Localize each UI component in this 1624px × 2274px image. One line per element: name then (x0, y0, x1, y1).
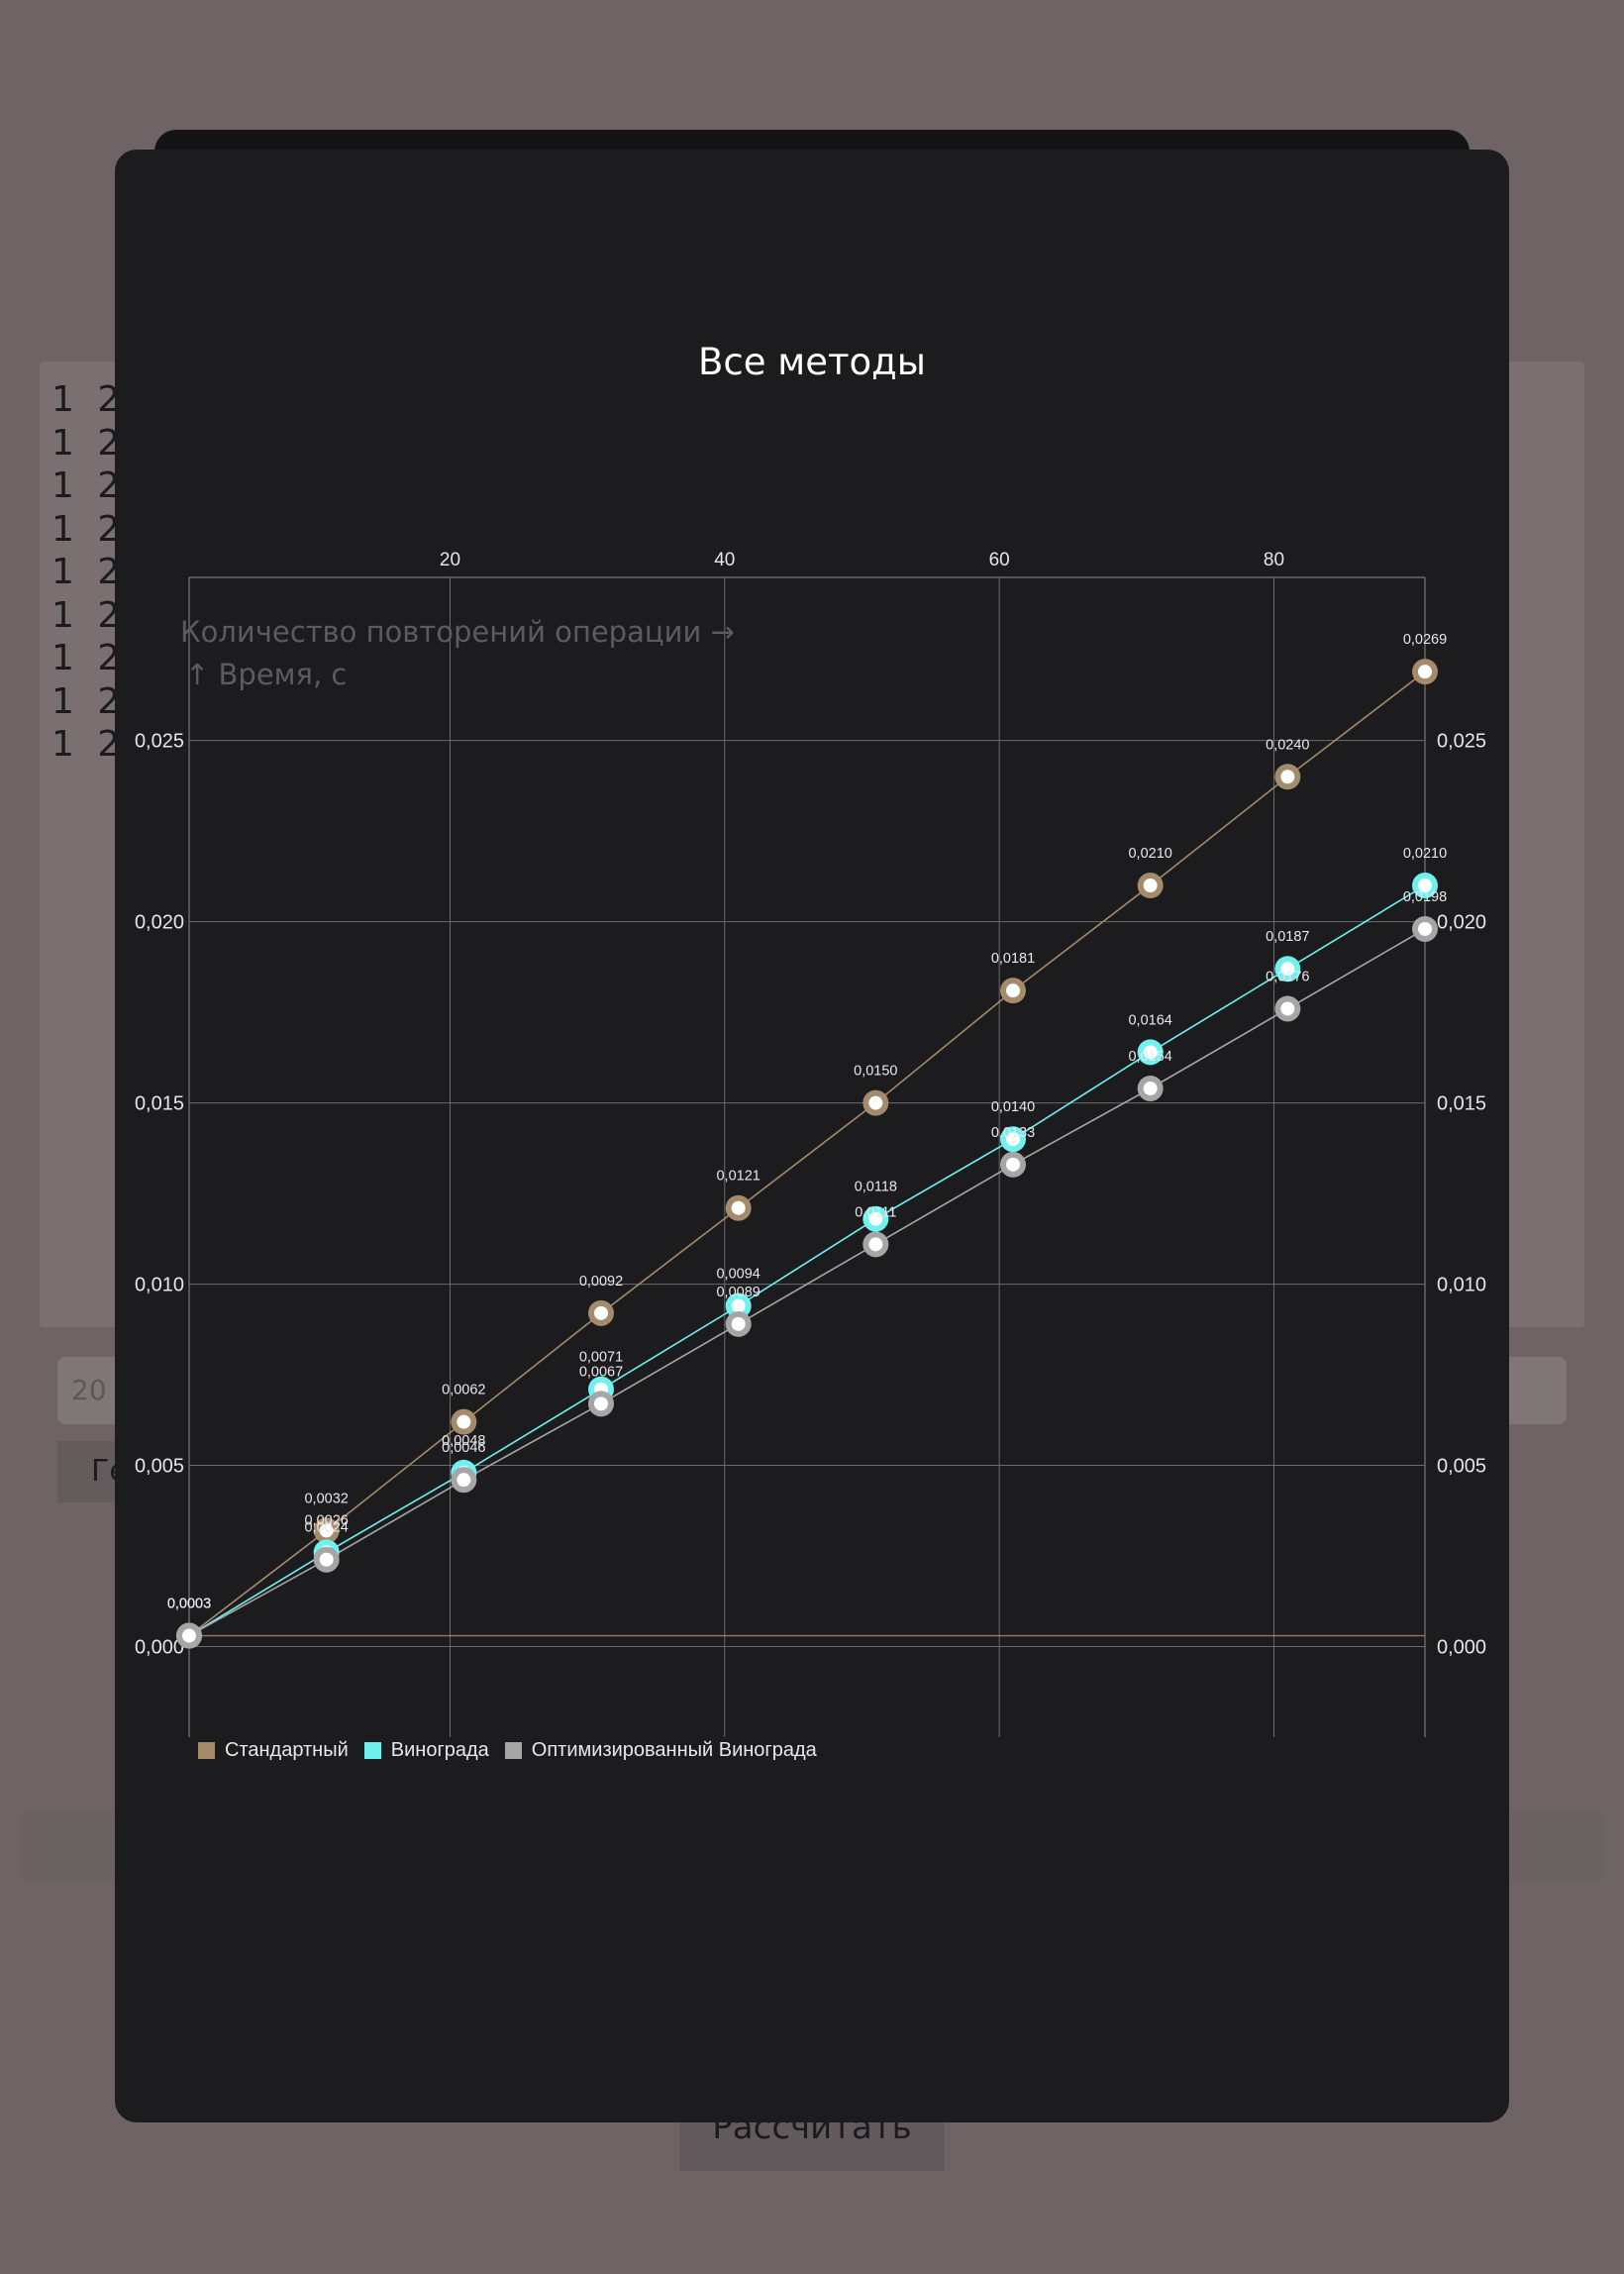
data-point-center (319, 1523, 334, 1538)
data-label: 0,0154 (1128, 1049, 1171, 1065)
legend-label: Оптимизированный Винограда (531, 1739, 817, 1761)
x-tick-label: 20 (440, 550, 460, 570)
data-label: 0,0092 (579, 1274, 623, 1290)
data-point-center (1418, 879, 1432, 893)
y-tick-label-left: 0,000 (135, 1637, 184, 1659)
data-label: 0,0150 (854, 1064, 897, 1080)
y-axis-title: ↑ Время, с (185, 658, 347, 691)
legend-item: Стандартный (198, 1739, 349, 1762)
data-label: 0,0071 (579, 1350, 623, 1366)
data-label: 0,0024 (304, 1520, 348, 1536)
data-label: 0,0118 (855, 1180, 897, 1195)
data-point-center (1418, 665, 1432, 679)
legend-swatch (198, 1742, 215, 1759)
data-point-center (868, 1211, 883, 1226)
series-line-3 (188, 928, 1426, 1637)
data-label: 0,0062 (442, 1383, 485, 1398)
data-label: 0,0089 (716, 1285, 760, 1300)
x-axis-title: Количество повторений операции → (180, 615, 735, 649)
y-tick-label-right: 0,010 (1437, 1275, 1486, 1296)
y-tick-label-left: 0,005 (135, 1456, 184, 1478)
data-point-center (731, 1200, 746, 1215)
data-label: 0,0032 (304, 1491, 348, 1506)
legend-label: Стандартный (225, 1739, 349, 1761)
modal-title: Все методы (698, 341, 926, 383)
y-tick-label-left: 0,025 (135, 731, 184, 753)
data-label: 0,0198 (1403, 889, 1447, 905)
data-label: 0,0181 (991, 951, 1035, 967)
data-point-center (731, 1298, 746, 1313)
y-tick-label-right: 0,000 (1437, 1637, 1486, 1659)
data-label: 0,0187 (1266, 929, 1309, 945)
y-tick-label-right: 0,015 (1437, 1093, 1486, 1115)
series-line-1 (188, 671, 1426, 1637)
y-tick-label-left: 0,020 (135, 912, 184, 934)
data-point-center (594, 1305, 608, 1320)
legend-item: Оптимизированный Винограда (504, 1739, 817, 1762)
data-point-center (594, 1396, 608, 1411)
data-label: 0,0210 (1403, 846, 1447, 862)
data-label: 0,0046 (442, 1440, 485, 1456)
legend-swatch (363, 1742, 381, 1759)
data-label: 0,0133 (991, 1125, 1035, 1141)
y-tick-label-left: 0,010 (135, 1275, 184, 1296)
data-label: 0,0003 (167, 1597, 211, 1612)
data-label: 0,0067 (579, 1364, 623, 1380)
data-point-center (182, 1628, 196, 1643)
data-label: 0,0240 (1266, 737, 1309, 753)
data-label: 0,0269 (1403, 632, 1447, 648)
data-label: 0,0048 (442, 1433, 485, 1449)
y-tick-label-right: 0,020 (1437, 912, 1486, 934)
data-label: 0,0003 (167, 1597, 211, 1612)
y-tick-label-right: 0,025 (1437, 731, 1486, 753)
data-label: 0,0003 (167, 1597, 211, 1612)
data-label: 0,0210 (1128, 846, 1171, 862)
x-tick-label: 80 (1264, 550, 1284, 570)
legend-swatch (504, 1742, 522, 1759)
data-point-center (1006, 1157, 1020, 1172)
x-tick-label: 40 (714, 550, 735, 570)
data-point-center (731, 1316, 746, 1331)
y-tick-label-right: 0,005 (1437, 1456, 1486, 1478)
legend-label: Винограда (390, 1739, 489, 1761)
data-label: 0,0176 (1266, 969, 1309, 984)
x-tick-label: 60 (989, 550, 1010, 570)
data-point-center (868, 1237, 883, 1252)
series-line-2 (188, 884, 1426, 1637)
data-point-center (457, 1473, 471, 1488)
data-point-center (319, 1552, 334, 1567)
data-point-center (868, 1095, 883, 1110)
data-point-center (1280, 1001, 1295, 1016)
y-tick-label-left: 0,015 (135, 1093, 184, 1115)
data-point-center (457, 1414, 471, 1429)
data-point-center (1418, 921, 1432, 936)
chart-legend: Стандартный Винограда Оптимизированный Вин… (198, 1739, 817, 1762)
data-point-center (1280, 962, 1295, 977)
data-point-center (1143, 879, 1158, 893)
legend-item: Винограда (363, 1739, 489, 1762)
data-point-center (1006, 1132, 1020, 1147)
data-label: 0,0026 (304, 1512, 348, 1528)
data-point-center (1143, 1045, 1158, 1060)
data-point-center (1280, 770, 1295, 784)
data-label: 0,0094 (716, 1267, 760, 1283)
data-label: 0,0164 (1128, 1012, 1171, 1028)
chart-modal[interactable]: Все методы (115, 150, 1509, 2122)
data-label: 0,0140 (991, 1099, 1035, 1115)
data-label: 0,0111 (855, 1204, 896, 1220)
data-label: 0,0121 (716, 1169, 760, 1185)
data-point-center (1143, 1081, 1158, 1095)
data-point-center (1006, 983, 1020, 998)
